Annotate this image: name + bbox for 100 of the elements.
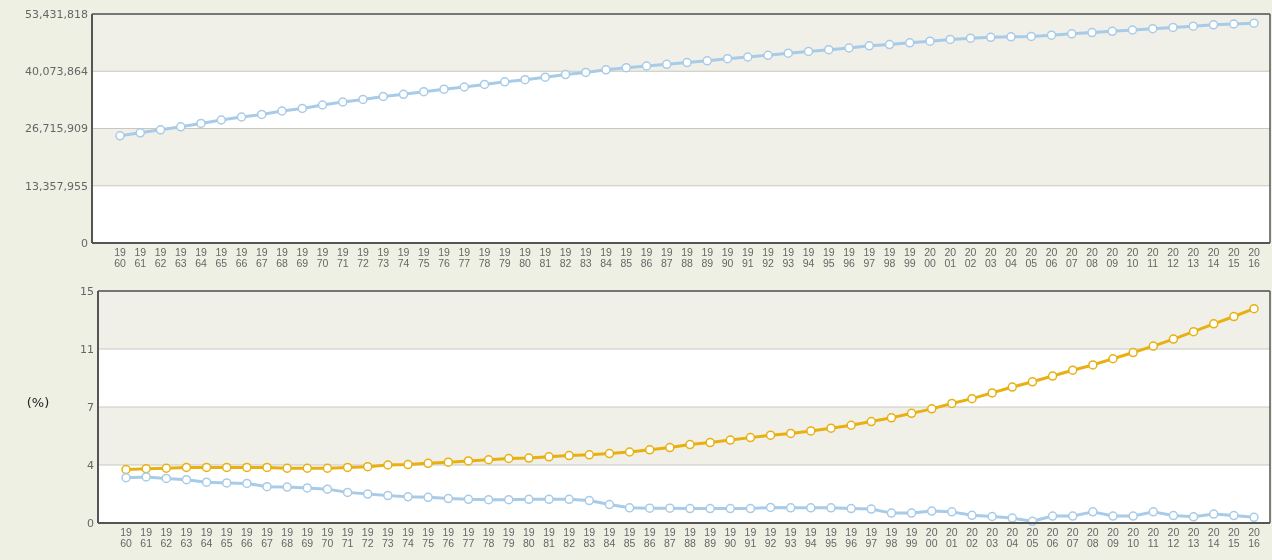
point [403,459,413,470]
point [824,44,834,55]
x-tick-label: 1975 [422,526,435,549]
x-tick-label: 2001 [944,246,957,269]
x-tick-label: 1982 [559,246,572,269]
point [121,472,131,483]
point [403,492,413,502]
x-tick-label: 2015 [1228,526,1240,549]
point [581,67,591,78]
x-tick-label: 1975 [417,246,430,269]
x-tick-label: 1999 [905,526,918,549]
x-tick-label: 2004 [1006,526,1019,549]
point [383,460,393,470]
point [1006,32,1016,42]
point [722,53,733,64]
x-tick-label: 1994 [805,526,817,549]
x-tick-label: 1973 [382,526,394,549]
point [1208,509,1219,519]
point [1249,303,1259,314]
point [500,77,510,87]
point [967,393,977,404]
point [216,115,226,125]
x-tick-label: 1989 [701,246,714,269]
point [423,458,433,469]
point [765,430,776,440]
point [121,464,131,475]
x-tick-label: 1983 [579,246,592,269]
point [459,82,469,92]
point [257,109,267,120]
point [317,100,328,110]
point [604,499,615,510]
x-tick-label: 1973 [377,246,390,269]
point [201,477,212,487]
x-tick-label: 2002 [966,526,978,549]
x-tick-label: 1990 [721,246,734,269]
point [1046,30,1057,40]
x-tick-label: 2009 [1107,526,1119,549]
point [1168,22,1178,33]
point [362,489,373,499]
point [540,72,550,82]
x-tick-label: 1960 [120,526,132,549]
point [181,474,192,485]
point [702,56,712,66]
point [1088,360,1098,370]
x-tick-label: 2013 [1187,246,1200,269]
point [483,454,494,465]
point [624,447,635,457]
point [967,510,977,521]
point [155,125,166,135]
point [886,413,897,423]
point [986,32,996,43]
x-tick-label: 1995 [822,246,835,269]
point [826,423,836,433]
point [1168,510,1179,521]
x-tick-label: 1980 [523,526,535,549]
point [965,33,976,43]
x-tick-label: 1980 [519,246,531,269]
point [483,494,494,505]
point [115,131,125,141]
point [524,494,534,505]
x-tick-label: 1978 [482,526,495,549]
point [1249,512,1259,523]
point [221,478,232,488]
x-tick-label: 1989 [704,526,717,549]
x-tick-label: 1966 [235,246,248,269]
point [624,503,635,513]
point [443,457,454,467]
point [423,492,433,503]
x-tick-label: 1969 [296,246,309,269]
y-tick-label: 11 [80,342,94,356]
point [196,118,206,129]
point [745,503,756,514]
point [322,463,333,473]
point [398,89,409,100]
x-tick-label: 1998 [885,526,898,549]
x-tick-label: 2014 [1207,526,1220,549]
point [1067,365,1078,375]
point [358,94,368,105]
x-tick-label: 2005 [1025,246,1038,269]
x-tick-label: 1984 [603,526,616,549]
point [621,62,631,73]
point [601,65,611,75]
point [1229,510,1239,521]
point [503,494,514,505]
x-tick-label: 1992 [764,526,777,549]
point [242,478,252,489]
point [705,437,715,448]
point [141,472,151,482]
point [1148,507,1159,517]
y-tick-label: 40,073,864 [25,65,88,79]
x-tick-label: 1988 [681,246,693,269]
point [803,46,814,57]
point [161,463,172,473]
point [302,483,313,493]
point [1026,31,1036,42]
point [242,462,252,473]
point [463,456,474,466]
point [662,59,672,70]
x-tick-label: 2016 [1248,526,1260,549]
point [604,448,615,459]
